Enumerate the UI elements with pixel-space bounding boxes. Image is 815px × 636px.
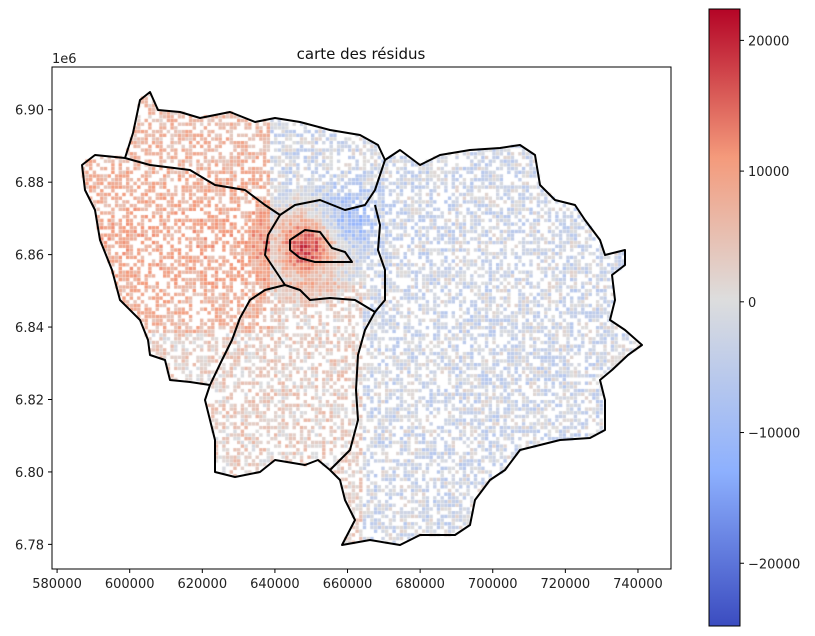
seine-et-marne-boundary <box>329 311 376 471</box>
x-tick-label: 580000 <box>32 577 82 592</box>
y-tick-label: 6.78 <box>15 538 44 553</box>
x-tick-label: 720000 <box>541 577 591 592</box>
x-tick-label: 680000 <box>395 577 445 592</box>
colorbar-tick-label: −10000 <box>748 427 800 442</box>
paris-boundary <box>289 229 353 263</box>
x-tick-label: 620000 <box>177 577 227 592</box>
y-tick-label: 6.84 <box>15 321 44 336</box>
chart-title: carte des résidus <box>297 45 426 63</box>
x-tick-label: 700000 <box>468 577 518 592</box>
y-tick-label: 6.88 <box>15 176 44 191</box>
y-offset-label: 1e6 <box>52 52 77 67</box>
y-axis: 6.78 6.80 6.82 6.84 6.86 6.88 6.90 <box>15 104 52 553</box>
x-tick-label: 600000 <box>105 577 155 592</box>
colorbar-tick-label: 20000 <box>748 34 789 49</box>
y-tick-label: 6.90 <box>15 104 44 119</box>
y-tick-label: 6.86 <box>15 249 44 264</box>
colorbar-tick-label: 10000 <box>748 165 789 180</box>
x-tick-label: 640000 <box>250 577 300 592</box>
department-boundaries <box>81 91 643 546</box>
colorbar-axis: −20000 −10000 0 10000 20000 <box>740 34 800 572</box>
x-tick-label: 660000 <box>323 577 373 592</box>
x-tick-label: 740000 <box>613 577 663 592</box>
petite-couronne-boundary <box>264 204 386 313</box>
plot-frame <box>51 66 672 570</box>
y-tick-label: 6.80 <box>15 466 44 481</box>
val-doise-boundary <box>124 157 386 216</box>
region-outline <box>81 91 643 546</box>
yvelines-essonne-boundary <box>209 284 286 386</box>
y-tick-label: 6.82 <box>15 393 44 408</box>
colorbar <box>708 8 741 627</box>
colorbar-tick-label: 0 <box>748 296 756 311</box>
colorbar-tick-label: −20000 <box>748 557 800 572</box>
x-axis: 580000 600000 620000 640000 660000 680000 7000… <box>32 569 663 592</box>
